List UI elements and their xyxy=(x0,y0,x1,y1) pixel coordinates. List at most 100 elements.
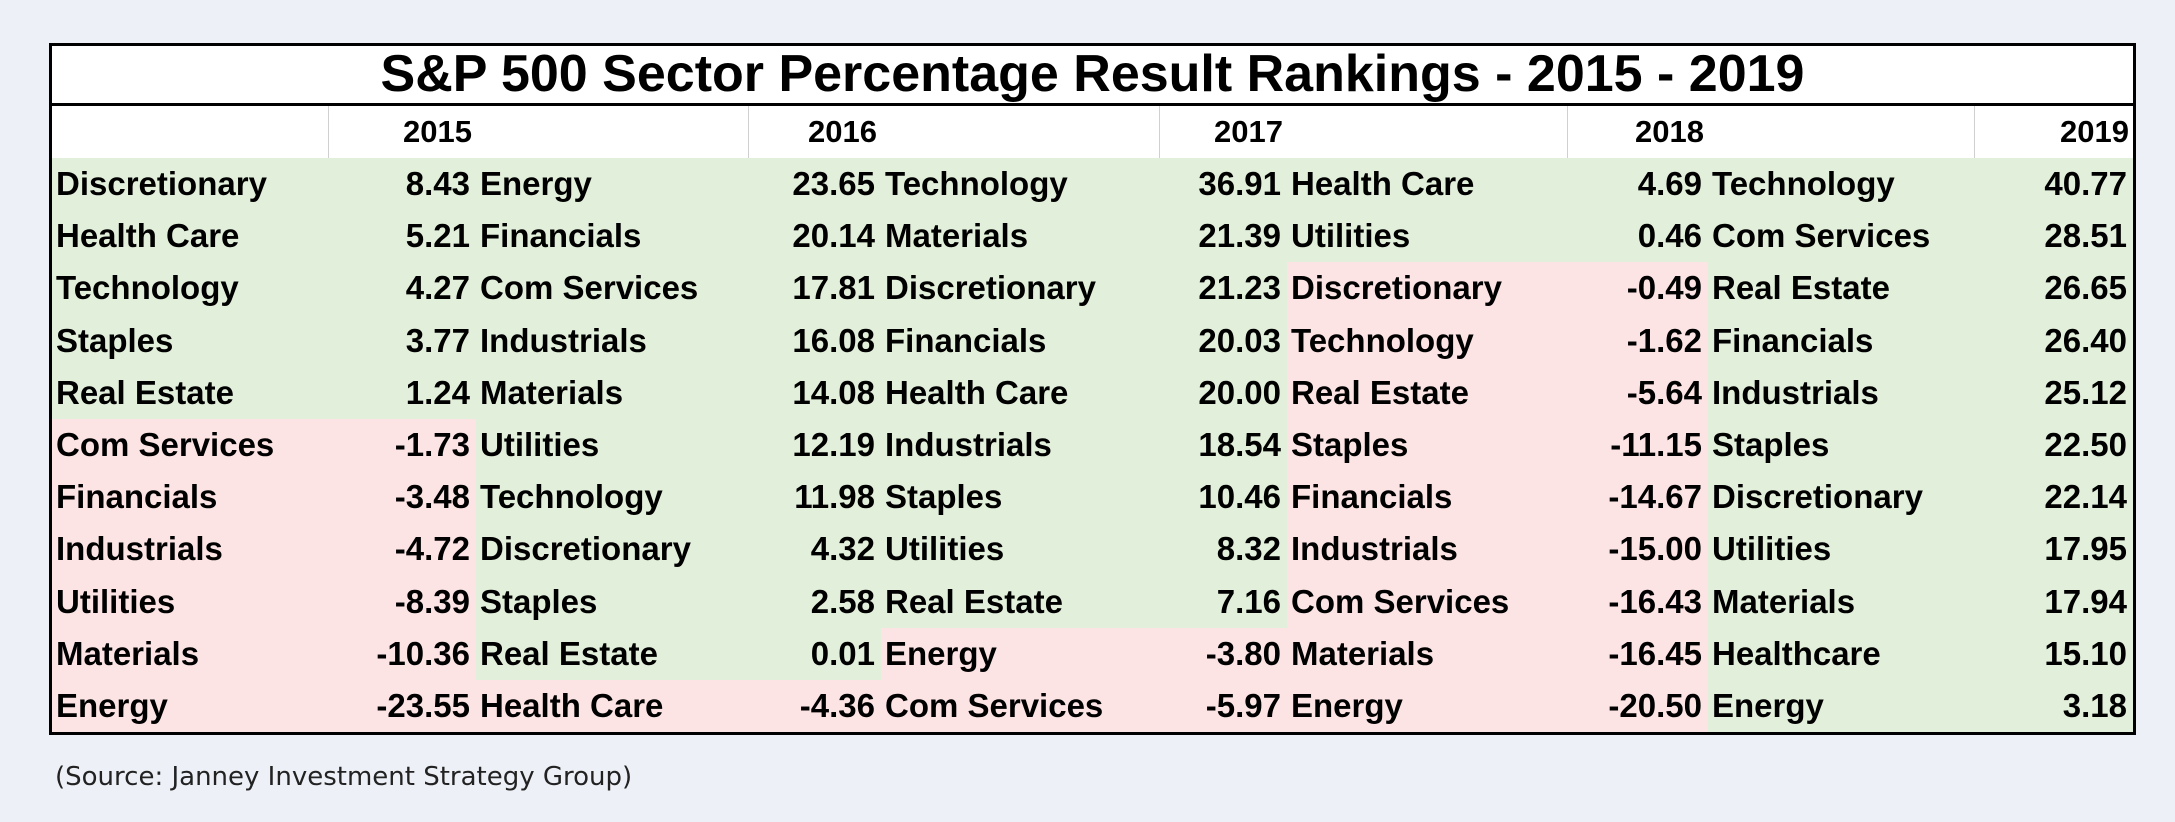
sector-label: Health Care xyxy=(476,680,748,733)
sector-return-value: 16.08 xyxy=(748,314,881,367)
sector-return-value: -4.72 xyxy=(328,523,476,576)
sector-label: Materials xyxy=(476,366,748,419)
sector-label: Real Estate xyxy=(1708,262,1974,315)
sector-label: Real Estate xyxy=(476,627,748,680)
sector-return-value: 3.18 xyxy=(1974,680,2133,733)
sector-label: Technology xyxy=(52,262,328,315)
sector-label: Materials xyxy=(52,627,328,680)
sector-label: Technology xyxy=(476,471,748,524)
header-divider xyxy=(1567,106,1568,158)
sector-label: Com Services xyxy=(1287,575,1567,628)
sector-return-value: -15.00 xyxy=(1567,523,1708,576)
sector-return-value: 20.00 xyxy=(1159,366,1287,419)
sector-return-value: 4.27 xyxy=(328,262,476,315)
sector-label: Financials xyxy=(52,471,328,524)
sector-return-value: 4.69 xyxy=(1567,158,1708,211)
sector-return-value: -10.36 xyxy=(328,627,476,680)
sector-return-value: 20.14 xyxy=(748,210,881,263)
sector-label: Discretionary xyxy=(1287,262,1567,315)
sector-return-value: -3.80 xyxy=(1159,627,1287,680)
sector-label: Utilities xyxy=(881,523,1159,576)
rankings-table: S&P 500 Sector Percentage Result Ranking… xyxy=(49,43,2136,735)
sector-label: Technology xyxy=(1287,314,1567,367)
sector-return-value: -5.64 xyxy=(1567,366,1708,419)
sector-return-value: -11.15 xyxy=(1567,419,1708,472)
sector-return-value: -14.67 xyxy=(1567,471,1708,524)
sector-return-value: 17.95 xyxy=(1974,523,2133,576)
sector-label: Discretionary xyxy=(1708,471,1974,524)
sector-label: Materials xyxy=(881,210,1159,263)
header-divider xyxy=(1159,106,1160,158)
sector-label: Energy xyxy=(881,627,1159,680)
sector-return-value: -16.43 xyxy=(1567,575,1708,628)
sector-return-value: 36.91 xyxy=(1159,158,1287,211)
sector-label: Discretionary xyxy=(52,158,328,211)
sector-return-value: 18.54 xyxy=(1159,419,1287,472)
table-title: S&P 500 Sector Percentage Result Ranking… xyxy=(52,46,2133,106)
sector-return-value: -23.55 xyxy=(328,680,476,733)
sector-label: Financials xyxy=(1708,314,1974,367)
sector-return-value: 40.77 xyxy=(1974,158,2133,211)
sector-label: Com Services xyxy=(1708,210,1974,263)
sector-return-value: 21.39 xyxy=(1159,210,1287,263)
sector-return-value: -1.62 xyxy=(1567,314,1708,367)
sector-label: Real Estate xyxy=(881,575,1159,628)
sector-label: Energy xyxy=(52,680,328,733)
header-divider xyxy=(328,106,329,158)
sector-label: Staples xyxy=(881,471,1159,524)
sector-label: Energy xyxy=(476,158,748,211)
sector-label: Healthcare xyxy=(1708,627,1974,680)
sector-label: Industrials xyxy=(52,523,328,576)
sector-return-value: 4.32 xyxy=(748,523,881,576)
sector-label: Com Services xyxy=(52,419,328,472)
sector-return-value: 22.14 xyxy=(1974,471,2133,524)
sector-return-value: 15.10 xyxy=(1974,627,2133,680)
sector-return-value: 23.65 xyxy=(748,158,881,211)
sector-return-value: 11.98 xyxy=(748,471,881,524)
sector-return-value: 0.46 xyxy=(1567,210,1708,263)
sector-return-value: 21.23 xyxy=(1159,262,1287,315)
sector-label: Utilities xyxy=(476,419,748,472)
sector-return-value: -16.45 xyxy=(1567,627,1708,680)
sector-return-value: 1.24 xyxy=(328,366,476,419)
sector-return-value: 26.65 xyxy=(1974,262,2133,315)
sector-label: Technology xyxy=(881,158,1159,211)
sector-label: Utilities xyxy=(52,575,328,628)
sector-label: Materials xyxy=(1708,575,1974,628)
sector-label: Staples xyxy=(476,575,748,628)
sector-return-value: 28.51 xyxy=(1974,210,2133,263)
source-note: (Source: Janney Investment Strategy Grou… xyxy=(55,762,633,792)
sector-return-value: -20.50 xyxy=(1567,680,1708,733)
sector-label: Materials xyxy=(1287,627,1567,680)
sector-return-value: -1.73 xyxy=(328,419,476,472)
sector-return-value: 17.94 xyxy=(1974,575,2133,628)
sector-return-value: 0.01 xyxy=(748,627,881,680)
year-header-2016: 2016 xyxy=(808,114,877,149)
sector-return-value: 20.03 xyxy=(1159,314,1287,367)
sector-return-value: 8.32 xyxy=(1159,523,1287,576)
sector-return-value: 10.46 xyxy=(1159,471,1287,524)
sector-label: Utilities xyxy=(1708,523,1974,576)
sector-label: Health Care xyxy=(1287,158,1567,211)
header-divider xyxy=(748,106,749,158)
sector-return-value: 2.58 xyxy=(748,575,881,628)
sector-return-value: 5.21 xyxy=(328,210,476,263)
sector-return-value: -8.39 xyxy=(328,575,476,628)
sector-return-value: -4.36 xyxy=(748,680,881,733)
sector-return-value: 26.40 xyxy=(1974,314,2133,367)
year-header-2017: 2017 xyxy=(1214,114,1283,149)
sector-return-value: 3.77 xyxy=(328,314,476,367)
sector-return-value: 8.43 xyxy=(328,158,476,211)
sector-label: Health Care xyxy=(52,210,328,263)
sector-label: Discretionary xyxy=(881,262,1159,315)
sector-label: Industrials xyxy=(1708,366,1974,419)
sector-label: Real Estate xyxy=(52,366,328,419)
year-header-2018: 2018 xyxy=(1635,114,1704,149)
sector-label: Industrials xyxy=(1287,523,1567,576)
sector-return-value: -0.49 xyxy=(1567,262,1708,315)
year-header-row: 2015 2016 2017 2018 2019 xyxy=(52,106,2133,158)
year-header-2015: 2015 xyxy=(403,114,472,149)
sector-return-value: 17.81 xyxy=(748,262,881,315)
table-body: Discretionary 8.43 Health Care 5.21 Technolo… xyxy=(52,158,2133,733)
sector-label: Financials xyxy=(476,210,748,263)
